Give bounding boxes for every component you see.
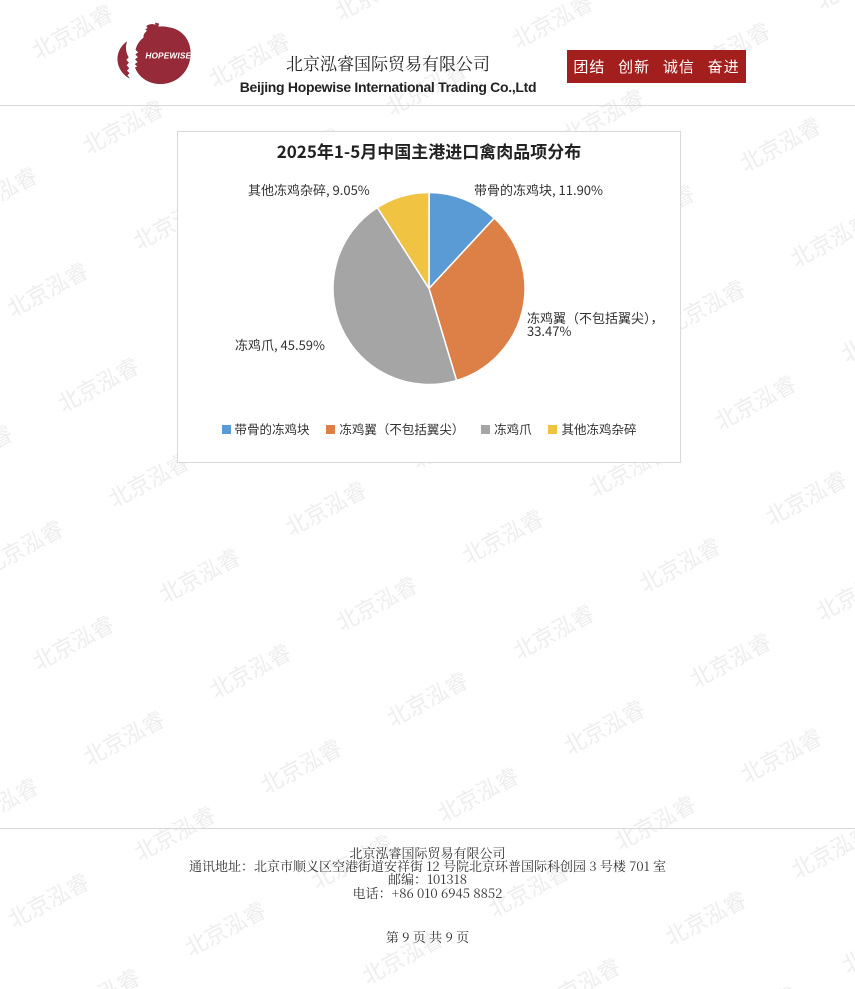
svg-text:带骨的冻鸡块, 11.90%: 带骨的冻鸡块, 11.90% (474, 180, 603, 199)
svg-text:33.47%: 33.47% (527, 321, 571, 340)
svg-text:HOPEWISE: HOPEWISE (145, 50, 191, 60)
svg-text:冻鸡爪, 45.59%: 冻鸡爪, 45.59% (235, 335, 325, 354)
svg-text:其他冻鸡杂碎, 9.05%: 其他冻鸡杂碎, 9.05% (248, 180, 370, 199)
